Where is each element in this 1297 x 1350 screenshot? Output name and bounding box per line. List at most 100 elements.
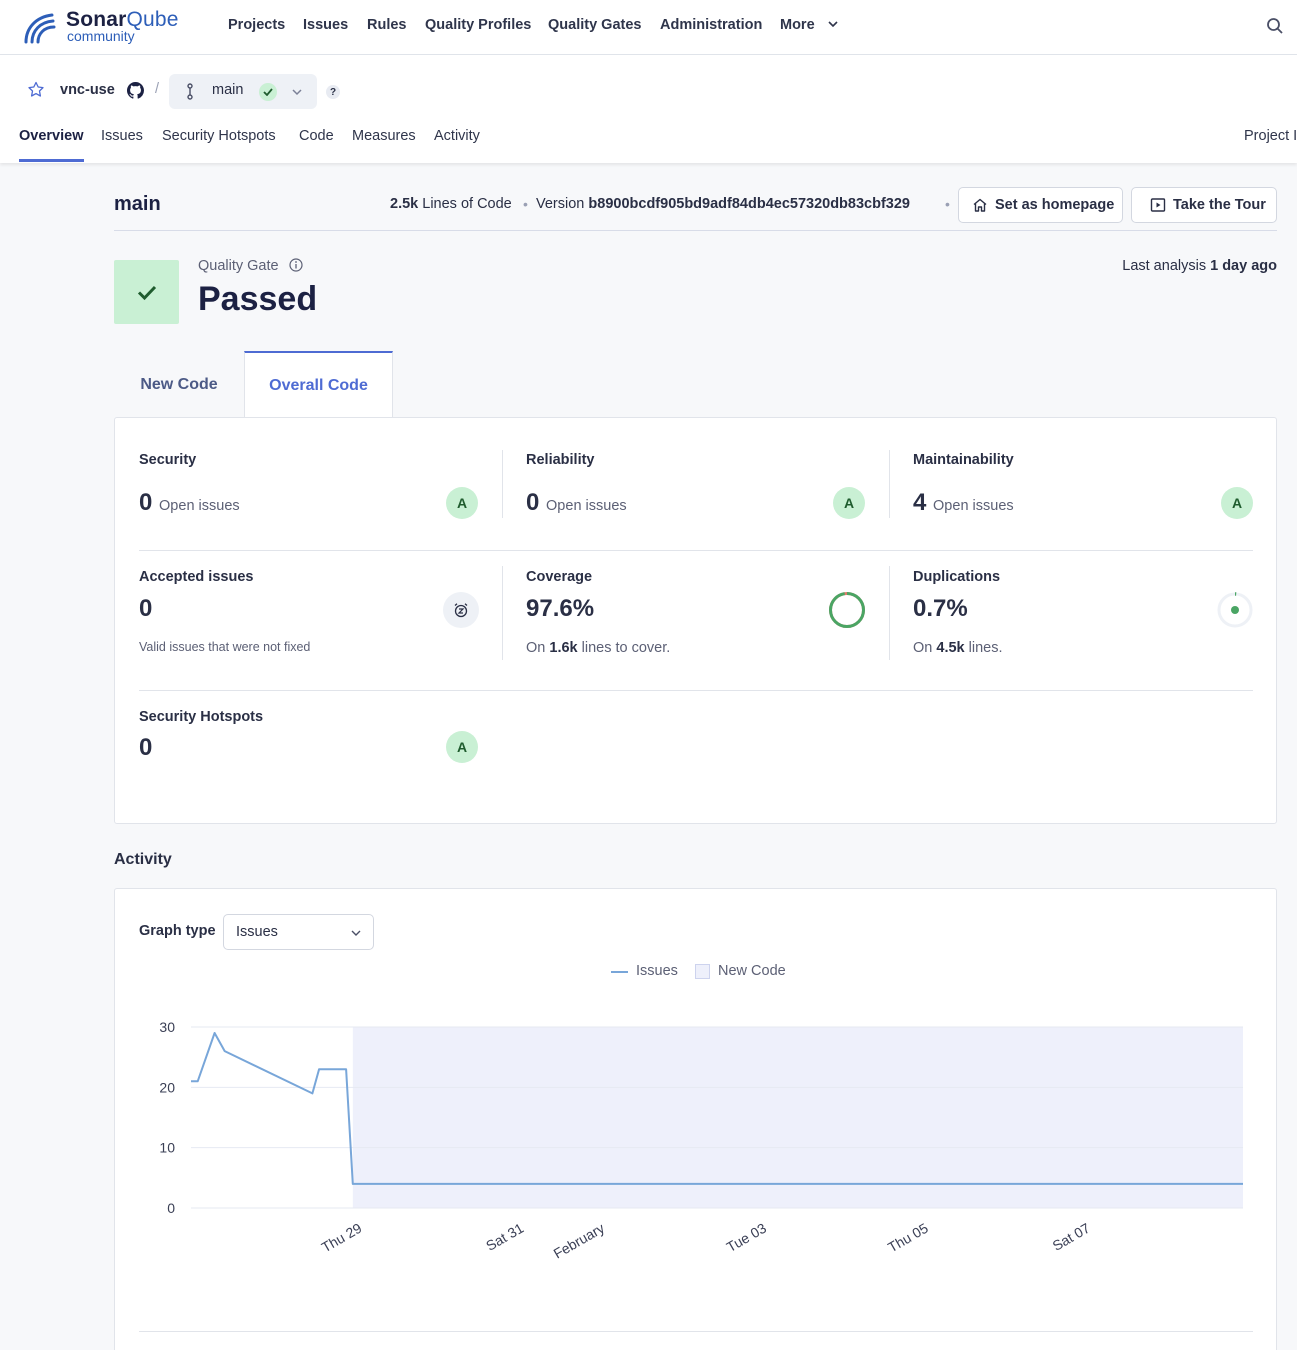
legend-new-code-label: New Code <box>718 963 786 979</box>
measures-panel: Security 0 Open issues A Reliability 0 O… <box>114 417 1277 824</box>
search-icon[interactable] <box>1266 17 1284 35</box>
new-code-period-area <box>352 1027 1243 1208</box>
security-hotspots-title: Security Hotspots <box>139 709 264 725</box>
security-hotspots-rating-badge[interactable]: A <box>446 731 478 763</box>
project-header: vnc-use / main ? Overview Issues Securit… <box>0 55 1297 163</box>
x-tick-label: February <box>551 1220 608 1262</box>
branch-name: main <box>212 82 244 98</box>
x-tick-label: Tue 03 <box>724 1220 769 1255</box>
activity-panel: Graph type Issues Issues New Code 0 10 20 3… <box>114 888 1277 1350</box>
nav-quality-profiles[interactable]: Quality Profiles <box>425 17 532 33</box>
take-the-tour-button[interactable]: Take the Tour <box>1131 187 1277 223</box>
set-as-homepage-button[interactable]: Set as homepage <box>958 187 1123 223</box>
tab-activity[interactable]: Activity <box>434 128 480 144</box>
active-tab-indicator <box>19 159 84 162</box>
snooze-clock-icon <box>454 603 468 618</box>
graph-type-label: Graph type <box>139 923 216 939</box>
help-icon[interactable]: ? <box>326 85 340 99</box>
activity-title: Activity <box>114 851 172 868</box>
nav-administration[interactable]: Administration <box>660 17 763 33</box>
duplications-title: Duplications <box>913 569 1001 585</box>
sonarqube-logo-icon[interactable] <box>22 8 62 46</box>
security-title: Security <box>139 452 197 468</box>
nav-rules[interactable]: Rules <box>367 17 407 33</box>
column-divider <box>889 450 890 518</box>
tab-security-hotspots[interactable]: Security Hotspots <box>162 128 276 144</box>
reliability-open-issues[interactable]: 0 Open issues <box>526 489 627 516</box>
graph-type-select[interactable]: Issues <box>223 914 374 950</box>
y-tick-label: 10 <box>159 1140 175 1156</box>
maintainability-rating-badge[interactable]: A <box>1221 487 1253 519</box>
brand-edition: community <box>67 28 135 44</box>
legend-issues-swatch <box>611 971 628 973</box>
nav-more-label: More <box>780 17 815 33</box>
nav-projects[interactable]: Projects <box>228 17 286 33</box>
x-tick-label: Thu 29 <box>319 1220 365 1256</box>
brand-name[interactable]: SonarQube <box>66 8 179 31</box>
tab-new-code[interactable]: New Code <box>140 375 218 393</box>
issues-series-line <box>191 1032 1243 1185</box>
branch-selector[interactable]: main <box>169 74 317 109</box>
quality-gate-status-box <box>114 260 179 324</box>
chevron-down-icon <box>828 21 838 28</box>
github-icon[interactable] <box>127 82 144 99</box>
tab-code[interactable]: Code <box>299 128 334 144</box>
duplications-lines[interactable]: On 4.5k lines. <box>913 640 1003 656</box>
y-tick-label: 30 <box>159 1019 175 1035</box>
home-icon <box>973 198 987 212</box>
row-divider <box>139 550 1253 551</box>
tab-issues[interactable]: Issues <box>101 128 143 144</box>
nav-issues[interactable]: Issues <box>303 17 349 33</box>
y-tick-label: 0 <box>167 1200 175 1216</box>
quality-gate-label: Quality Gate <box>198 258 303 274</box>
top-navbar: SonarQube community Projects Issues Rule… <box>0 0 1297 55</box>
last-analysis: Last analysis 1 day ago <box>1122 258 1277 274</box>
legend-new-code-swatch <box>695 964 710 979</box>
tab-overall-code[interactable]: Overall Code <box>244 351 393 419</box>
column-divider <box>502 450 503 518</box>
coverage-value[interactable]: 97.6% <box>526 595 595 622</box>
branch-title: main <box>114 193 161 215</box>
security-open-issues[interactable]: 0 Open issues <box>139 489 240 516</box>
branch-bar-divider <box>114 230 1277 231</box>
check-icon <box>263 88 273 96</box>
info-icon[interactable] <box>289 258 303 272</box>
x-tick-label: Thu 05 <box>885 1220 931 1256</box>
column-divider <box>889 566 890 660</box>
reliability-rating-badge[interactable]: A <box>833 487 865 519</box>
security-hotspots-value[interactable]: 0 <box>139 734 153 761</box>
column-divider <box>502 566 503 660</box>
issues-activity-chart[interactable]: 0 10 20 30 Thu 29 Sat 31 February Tue 03 Thu 05… <box>115 889 1278 1350</box>
chart-bottom-divider <box>139 1331 1253 1332</box>
coverage-title: Coverage <box>526 569 593 585</box>
x-tick-label: Sat 07 <box>1050 1220 1093 1254</box>
maintainability-open-issues[interactable]: 4 Open issues <box>913 489 1014 516</box>
duplications-value[interactable]: 0.7% <box>913 595 968 622</box>
tab-measures[interactable]: Measures <box>352 128 416 144</box>
nav-quality-gates[interactable]: Quality Gates <box>548 17 642 33</box>
chevron-down-icon <box>351 930 361 936</box>
project-name-link[interactable]: vnc-use <box>60 82 115 98</box>
security-rating-badge[interactable]: A <box>446 487 478 519</box>
meta-separator: • <box>945 196 950 212</box>
legend-issues-label: Issues <box>636 963 678 979</box>
coverage-lines-to-cover[interactable]: On 1.6k lines to cover. <box>526 640 671 656</box>
y-tick-label: 20 <box>159 1079 175 1095</box>
accepted-issues-icon-badge <box>443 592 479 628</box>
meta-separator: • <box>523 196 528 212</box>
star-icon[interactable] <box>27 81 45 98</box>
tab-overview[interactable]: Overview <box>19 128 84 144</box>
play-icon <box>1150 198 1166 212</box>
accepted-issues-value[interactable]: 0 <box>139 595 153 622</box>
project-settings-menu[interactable]: Project I <box>1244 128 1297 144</box>
chevron-down-icon <box>292 89 302 96</box>
quality-gate-status: Passed <box>198 280 318 318</box>
nav-more[interactable]: More <box>780 17 839 33</box>
check-icon <box>137 285 156 300</box>
reliability-title: Reliability <box>526 452 595 468</box>
x-tick-label: Sat 31 <box>483 1220 526 1254</box>
lines-of-code: 2.5k Lines of Code <box>390 196 512 212</box>
coverage-ring-icon <box>829 592 865 628</box>
row-divider <box>139 690 1253 691</box>
duplications-ring-icon <box>1217 592 1253 628</box>
